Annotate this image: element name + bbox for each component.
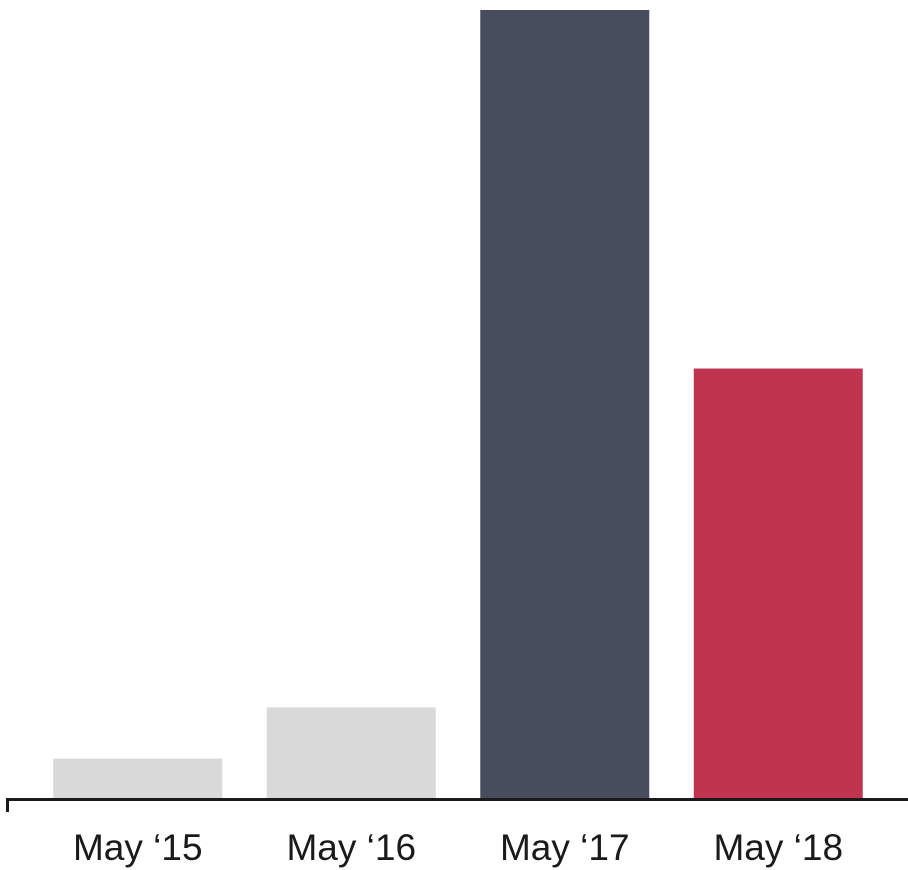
x-tick-label: May ‘17 bbox=[500, 827, 630, 868]
x-tick-label: May ‘15 bbox=[73, 827, 203, 868]
bar bbox=[53, 758, 223, 798]
x-tick-label: May ‘18 bbox=[713, 827, 843, 868]
bar bbox=[693, 368, 863, 798]
x-tick-label: May ‘16 bbox=[286, 827, 416, 868]
bar bbox=[480, 10, 650, 798]
bar bbox=[266, 707, 436, 798]
